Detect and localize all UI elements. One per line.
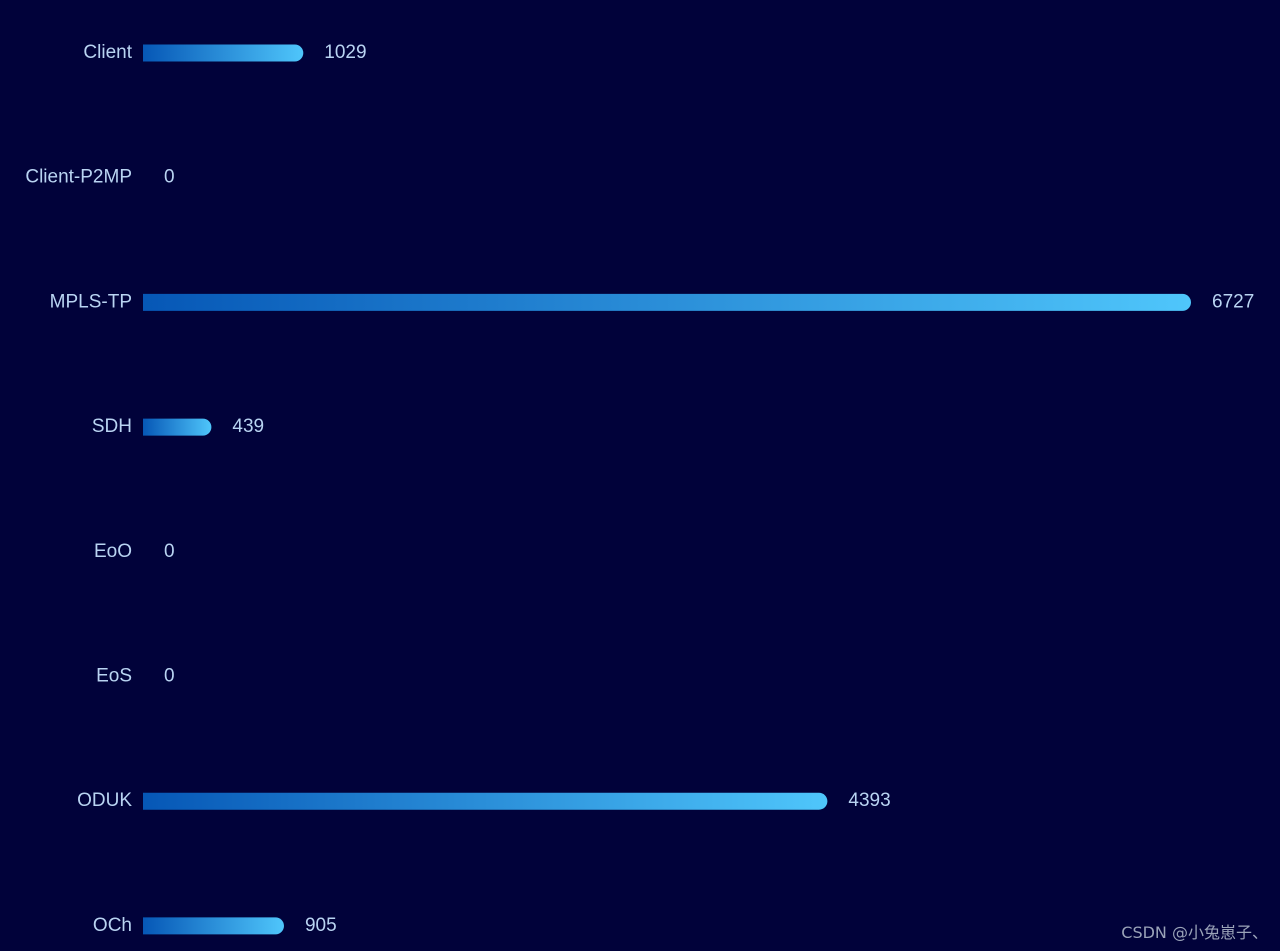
value-label-sdh: 439 — [232, 416, 264, 437]
category-label-client-p2mp: Client-P2MP — [25, 167, 132, 188]
bar-mpls-tp — [143, 293, 1191, 311]
watermark: CSDN @小兔崽子、 — [1121, 923, 1268, 942]
category-label-sdh: SDH — [92, 416, 132, 437]
bar-client — [143, 44, 304, 62]
category-label-och: OCh — [93, 915, 132, 936]
category-label-eos: EoS — [96, 666, 132, 687]
value-labels: 1029 0 6727 439 0 0 4393 905 — [164, 42, 1254, 936]
category-label-client: Client — [83, 42, 132, 63]
category-axis-labels: Client Client-P2MP MPLS-TP SDH EoO EoS ODUK OCh — [25, 42, 132, 936]
category-label-mpls-tp: MPLS-TP — [50, 291, 132, 312]
value-label-eos: 0 — [164, 666, 175, 687]
value-label-mpls-tp: 6727 — [1212, 291, 1254, 312]
bars — [143, 44, 1191, 935]
category-label-oduk: ODUK — [77, 790, 132, 811]
value-label-client: 1029 — [324, 42, 366, 63]
value-label-oduk: 4393 — [848, 790, 890, 811]
value-label-eoo: 0 — [164, 541, 175, 562]
bar-och — [143, 917, 284, 935]
category-label-eoo: EoO — [94, 541, 132, 562]
bar-sdh — [143, 418, 212, 436]
bar-oduk — [143, 792, 828, 810]
value-label-client-p2mp: 0 — [164, 167, 175, 188]
value-label-och: 905 — [305, 915, 337, 936]
